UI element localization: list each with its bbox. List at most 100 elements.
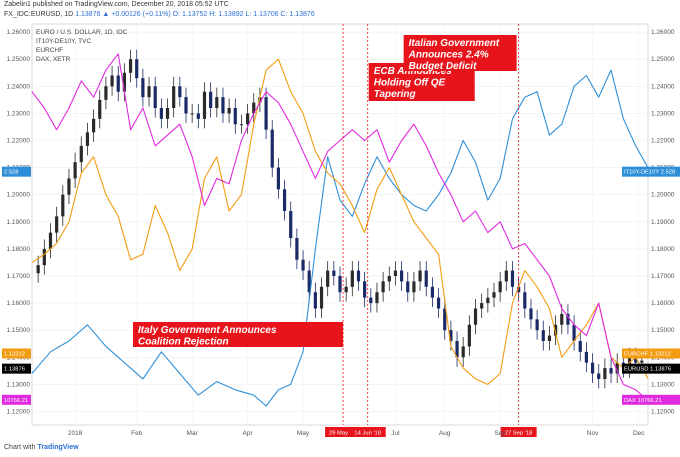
- eurusd-candle[interactable]: [289, 210, 293, 239]
- legend-entry[interactable]: DAX, XETR: [36, 56, 71, 63]
- eurusd-candle[interactable]: [486, 297, 490, 304]
- eurusd-candle[interactable]: [92, 118, 96, 133]
- eurusd-candle[interactable]: [313, 292, 317, 309]
- eurusd-candle[interactable]: [590, 362, 595, 374]
- eurusd-candle[interactable]: [467, 324, 471, 347]
- eurusd-candle[interactable]: [73, 162, 77, 179]
- eurusd-candle[interactable]: [301, 259, 305, 271]
- eurusd-candle[interactable]: [449, 330, 453, 342]
- eurusd-candle[interactable]: [393, 270, 398, 276]
- eurusd-candle[interactable]: [480, 303, 484, 309]
- eurusd-candle[interactable]: [209, 91, 213, 108]
- eurusd-candle[interactable]: [381, 281, 385, 293]
- eurusd-candle[interactable]: [455, 341, 459, 358]
- eurusd-candle[interactable]: [430, 286, 434, 298]
- eurusd-candle[interactable]: [332, 270, 336, 276]
- eurusd-candle[interactable]: [387, 275, 391, 282]
- eurusd-candle[interactable]: [547, 335, 552, 342]
- eurusd-candle[interactable]: [190, 113, 194, 115]
- legend-entry[interactable]: EURO / U.S. DOLLAR, 1D, IDC: [36, 29, 128, 36]
- eurusd-candle[interactable]: [326, 270, 330, 287]
- eurusd-candle[interactable]: [36, 265, 40, 274]
- eurusd-candle[interactable]: [42, 248, 46, 266]
- eurusd-candle[interactable]: [221, 97, 225, 114]
- eurusd-candle[interactable]: [48, 232, 53, 249]
- eurusd-candle[interactable]: [202, 91, 207, 119]
- eurusd-candle[interactable]: [535, 319, 539, 331]
- eurusd-candle[interactable]: [566, 313, 570, 325]
- eurusd-candle[interactable]: [252, 102, 256, 114]
- legend-entry[interactable]: EURCHF: [36, 47, 63, 54]
- eurusd-candle[interactable]: [350, 270, 354, 287]
- eurusd-candle[interactable]: [122, 72, 126, 92]
- eurusd-candle[interactable]: [510, 270, 515, 287]
- plot-area[interactable]: [31, 23, 649, 426]
- eurusd-candle[interactable]: [233, 107, 237, 125]
- symbol-text[interactable]: FX_IDC:EURUSD, 1D: [4, 11, 74, 18]
- eurusd-candle[interactable]: [400, 270, 404, 282]
- eurusd-candle[interactable]: [603, 368, 607, 379]
- it10y-de10y-line[interactable]: [31, 69, 649, 407]
- eurusd-candle[interactable]: [159, 107, 163, 119]
- eurusd-candle[interactable]: [597, 373, 601, 379]
- eurusd-candle[interactable]: [128, 59, 133, 73]
- eurusd-candle[interactable]: [634, 357, 638, 363]
- eurusd-candle[interactable]: [319, 286, 324, 309]
- eurusd-candle[interactable]: [85, 132, 90, 146]
- eurusd-candle[interactable]: [412, 281, 416, 293]
- eurusd-candle[interactable]: [443, 308, 447, 331]
- legend-entry[interactable]: IT10Y-DE10Y, TVC: [36, 38, 91, 45]
- eurusd-candle[interactable]: [135, 59, 139, 79]
- eurusd-candle[interactable]: [523, 292, 527, 309]
- eurusd-candle[interactable]: [554, 324, 558, 336]
- eurusd-candle[interactable]: [264, 97, 268, 130]
- eurusd-candle[interactable]: [239, 124, 244, 126]
- dax-line[interactable]: [31, 53, 649, 402]
- eurusd-candle[interactable]: [172, 86, 176, 108]
- eurusd-candle[interactable]: [369, 297, 373, 304]
- eurusd-candle[interactable]: [165, 107, 170, 119]
- eurusd-candle[interactable]: [461, 346, 465, 358]
- eurusd-candle[interactable]: [246, 113, 250, 125]
- eurusd-candle[interactable]: [375, 292, 379, 304]
- eurusd-candle[interactable]: [295, 238, 299, 260]
- eurusd-candle[interactable]: [560, 313, 564, 325]
- eurusd-candle[interactable]: [492, 292, 496, 298]
- eurusd-candle[interactable]: [178, 86, 182, 98]
- eurusd-candle[interactable]: [344, 286, 348, 293]
- eurusd-candle[interactable]: [640, 360, 644, 363]
- eurusd-candle[interactable]: [529, 308, 533, 320]
- eurusd-candle[interactable]: [498, 281, 502, 293]
- eurusd-candle[interactable]: [307, 270, 311, 293]
- tradingview-logo[interactable]: TradingView: [37, 444, 79, 451]
- eurusd-candle[interactable]: [196, 113, 200, 119]
- eurusd-candle[interactable]: [436, 297, 441, 309]
- eurusd-candle[interactable]: [141, 78, 145, 98]
- eurusd-candle[interactable]: [473, 308, 478, 325]
- eurusd-candle[interactable]: [215, 97, 219, 108]
- eurusd-candle[interactable]: [116, 75, 120, 92]
- eurusd-candle[interactable]: [363, 281, 367, 298]
- eurusd-candle[interactable]: [67, 178, 71, 195]
- eurusd-candle[interactable]: [609, 368, 613, 374]
- eurusd-candle[interactable]: [98, 99, 102, 119]
- eurusd-candle[interactable]: [79, 145, 83, 163]
- eurusd-candle[interactable]: [406, 281, 410, 293]
- eurusd-candle[interactable]: [270, 129, 274, 168]
- eurusd-candle[interactable]: [110, 75, 114, 87]
- eurusd-candle[interactable]: [578, 341, 582, 352]
- eurusd-candle[interactable]: [504, 270, 508, 282]
- eurusd-candle[interactable]: [258, 97, 262, 103]
- eurusd-candle[interactable]: [541, 330, 545, 342]
- eurusd-candle[interactable]: [104, 86, 108, 100]
- eurusd-candle[interactable]: [584, 351, 588, 363]
- eurchf-line[interactable]: [31, 58, 649, 385]
- eurusd-candle[interactable]: [418, 270, 422, 282]
- eurusd-candle[interactable]: [338, 275, 342, 293]
- eurusd-candle[interactable]: [227, 107, 231, 114]
- eurusd-candle[interactable]: [572, 324, 576, 342]
- eurusd-candle[interactable]: [276, 167, 280, 190]
- eurusd-candle[interactable]: [184, 97, 188, 114]
- eurusd-candle[interactable]: [424, 270, 428, 287]
